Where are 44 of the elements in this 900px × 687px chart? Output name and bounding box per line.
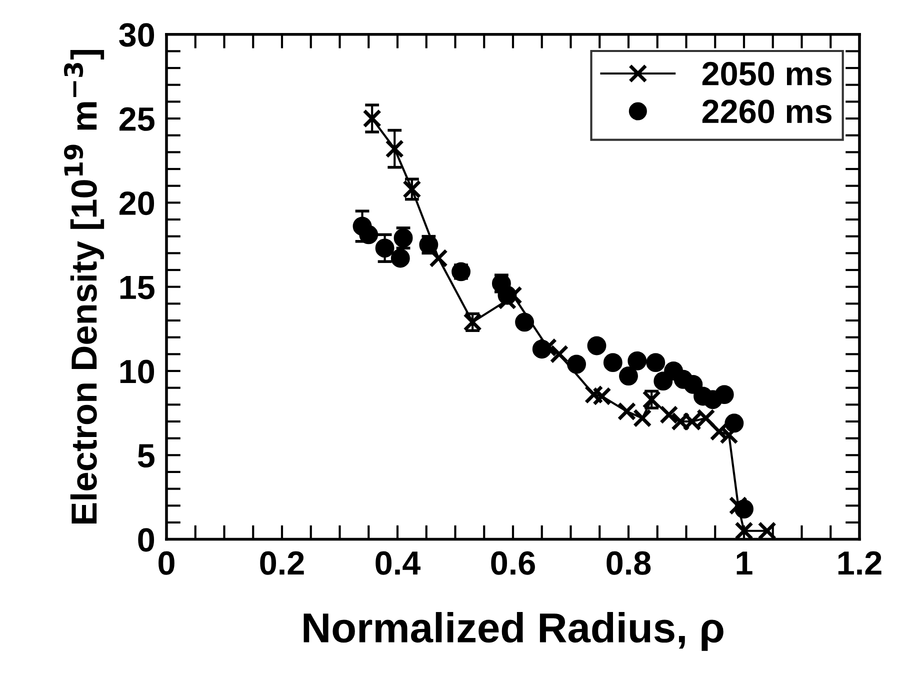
point bbox=[587, 336, 606, 356]
point bbox=[375, 238, 394, 258]
point bbox=[550, 344, 569, 364]
point bbox=[617, 402, 636, 421]
point bbox=[567, 354, 586, 374]
x-tick-label: 0.2 bbox=[260, 551, 304, 575]
point bbox=[684, 374, 703, 394]
point bbox=[660, 405, 678, 424]
y-tick-label: 30 bbox=[119, 23, 154, 47]
x-tick-label: 1.2 bbox=[838, 551, 882, 575]
y-tick-label: 5 bbox=[138, 444, 154, 468]
point bbox=[385, 139, 404, 158]
point bbox=[390, 248, 410, 268]
x-tick-label: 1 bbox=[736, 552, 752, 575]
point bbox=[728, 496, 748, 516]
y-tick-label: 20 bbox=[119, 191, 154, 216]
point bbox=[584, 385, 604, 404]
point bbox=[603, 353, 622, 372]
point bbox=[359, 225, 378, 244]
x-tick-label: 0.4 bbox=[376, 551, 420, 575]
point bbox=[429, 248, 448, 268]
point bbox=[619, 366, 638, 386]
x-tick-label: 0.6 bbox=[491, 551, 535, 575]
point bbox=[592, 386, 612, 406]
point bbox=[646, 353, 666, 372]
point bbox=[632, 408, 652, 428]
y-axis-title: Electron Density [10$^{19}$ m$^{−3}$] bbox=[64, 50, 104, 524]
point bbox=[710, 422, 729, 441]
x-tick-label: 0.8 bbox=[606, 551, 651, 575]
y-tick-label: 10 bbox=[120, 360, 154, 384]
x-tick-label: 0 bbox=[158, 551, 174, 575]
y-tick-label: 25 bbox=[119, 107, 154, 131]
legend-label: 2050 ms bbox=[702, 62, 832, 86]
point bbox=[628, 351, 647, 370]
point bbox=[362, 109, 382, 128]
point bbox=[538, 338, 558, 357]
y-tick-label: 0 bbox=[138, 528, 154, 552]
x-axis-title: Normalized Radius, ρ bbox=[304, 612, 724, 651]
point bbox=[714, 385, 734, 404]
y-tick-label: 15 bbox=[120, 276, 154, 300]
point bbox=[720, 426, 738, 444]
legend-label: 2260 ms bbox=[702, 100, 832, 124]
point bbox=[734, 522, 754, 540]
point bbox=[758, 522, 776, 540]
